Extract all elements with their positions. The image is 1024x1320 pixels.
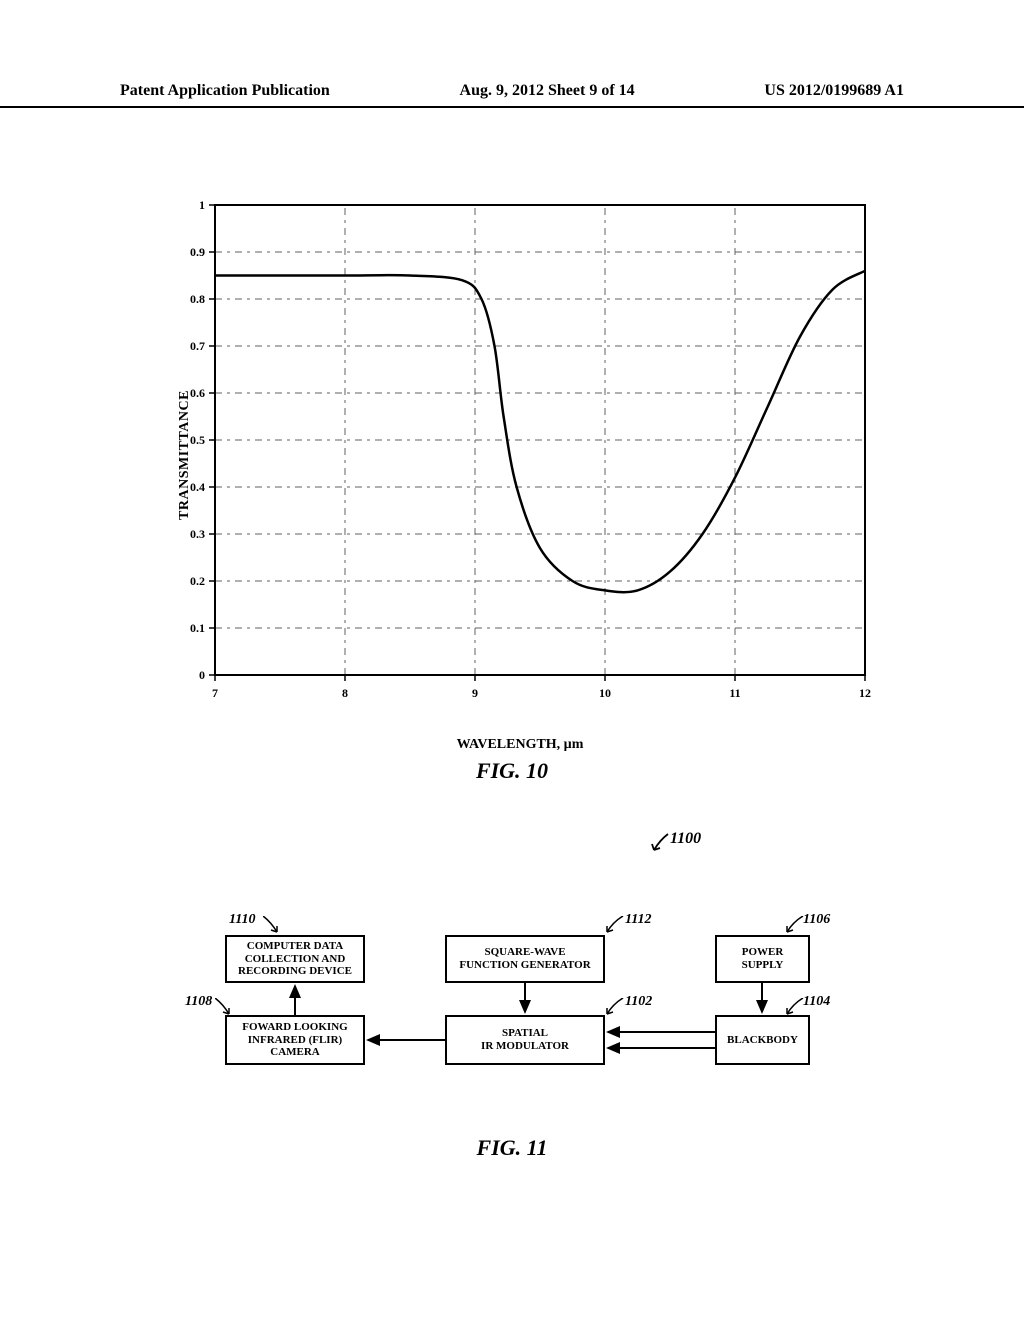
svg-text:0.9: 0.9 bbox=[190, 245, 205, 259]
ref-arrow-icon bbox=[603, 998, 625, 1016]
svg-text:12: 12 bbox=[859, 686, 871, 700]
svg-text:0.7: 0.7 bbox=[190, 339, 205, 353]
ref-arrow-icon bbox=[263, 916, 283, 934]
transmittance-chart: TRANSMITTANCE 00.10.20.30.40.50.60.70.80… bbox=[155, 195, 885, 715]
ref-label-1112: 1112 bbox=[625, 912, 651, 928]
ref-label-1102: 1102 bbox=[625, 994, 652, 1010]
block-power-supply: POWER SUPPLY bbox=[715, 935, 810, 983]
ref-label-1106: 1106 bbox=[803, 912, 830, 928]
svg-text:1: 1 bbox=[199, 198, 205, 212]
block-line: POWER bbox=[742, 946, 784, 959]
svg-text:11: 11 bbox=[729, 686, 740, 700]
svg-text:0.2: 0.2 bbox=[190, 574, 205, 588]
block-flir-camera: FOWARD LOOKING INFRARED (FLIR) CAMERA bbox=[225, 1015, 365, 1065]
header-right: US 2012/0199689 A1 bbox=[764, 82, 904, 100]
block-line: INFRARED (FLIR) bbox=[248, 1034, 342, 1047]
block-blackbody: BLACKBODY bbox=[715, 1015, 810, 1065]
ref-arrow-1100 bbox=[648, 830, 672, 854]
block-line: IR MODULATOR bbox=[481, 1040, 569, 1053]
ref-label-1110: 1110 bbox=[229, 912, 255, 928]
block-line: FOWARD LOOKING bbox=[242, 1021, 347, 1034]
chart-svg: 00.10.20.30.40.50.60.70.80.91789101112 bbox=[155, 195, 885, 715]
block-line: FUNCTION GENERATOR bbox=[459, 959, 590, 972]
block-line: SQUARE-WAVE bbox=[484, 946, 565, 959]
header-center: Aug. 9, 2012 Sheet 9 of 14 bbox=[460, 82, 635, 100]
block-computer-data: COMPUTER DATA COLLECTION AND RECORDING D… bbox=[225, 935, 365, 983]
block-line: COLLECTION AND bbox=[245, 953, 346, 966]
svg-text:10: 10 bbox=[599, 686, 611, 700]
svg-text:0.1: 0.1 bbox=[190, 621, 205, 635]
ref-arrow-icon bbox=[215, 998, 235, 1016]
chart-ylabel: TRANSMITTANCE bbox=[177, 390, 193, 520]
page-header: Patent Application Publication Aug. 9, 2… bbox=[0, 82, 1024, 108]
ref-label-1100: 1100 bbox=[670, 830, 701, 848]
svg-text:0.8: 0.8 bbox=[190, 292, 205, 306]
ref-arrow-icon bbox=[783, 998, 805, 1016]
header-left: Patent Application Publication bbox=[120, 82, 330, 100]
block-spatial-ir: SPATIAL IR MODULATOR bbox=[445, 1015, 605, 1065]
block-line: CAMERA bbox=[270, 1046, 320, 1059]
block-line: COMPUTER DATA bbox=[247, 940, 343, 953]
block-diagram: COMPUTER DATA COLLECTION AND RECORDING D… bbox=[185, 910, 825, 1130]
svg-text:8: 8 bbox=[342, 686, 348, 700]
block-line: BLACKBODY bbox=[727, 1034, 798, 1047]
svg-text:0.3: 0.3 bbox=[190, 527, 205, 541]
block-line: SPATIAL bbox=[502, 1027, 548, 1040]
figure-11-caption: FIG. 11 bbox=[477, 1135, 548, 1161]
figure-10-caption: FIG. 10 bbox=[476, 758, 548, 784]
ref-arrow-icon bbox=[603, 916, 625, 934]
svg-text:9: 9 bbox=[472, 686, 478, 700]
svg-text:0: 0 bbox=[199, 668, 205, 682]
svg-text:7: 7 bbox=[212, 686, 218, 700]
ref-label-1108: 1108 bbox=[185, 994, 212, 1010]
ref-label-1104: 1104 bbox=[803, 994, 830, 1010]
ref-arrow-icon bbox=[783, 916, 805, 934]
block-line: SUPPLY bbox=[742, 959, 784, 972]
block-square-wave: SQUARE-WAVE FUNCTION GENERATOR bbox=[445, 935, 605, 983]
chart-xlabel: WAVELENGTH, µm bbox=[457, 737, 584, 753]
block-line: RECORDING DEVICE bbox=[238, 965, 352, 978]
